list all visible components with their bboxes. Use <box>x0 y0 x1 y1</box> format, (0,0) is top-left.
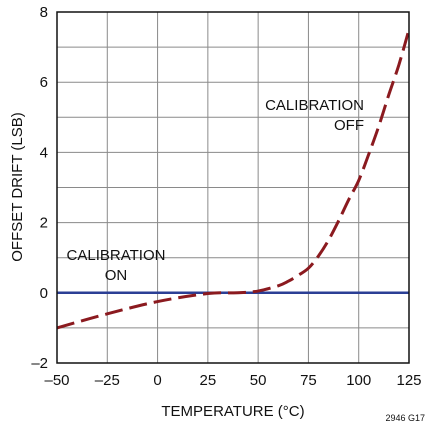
x-tick-label: –50 <box>44 372 69 389</box>
annotation-calibration-off-line1: CALIBRATION <box>265 97 364 114</box>
grid <box>57 12 409 363</box>
series-layer <box>56 29 411 330</box>
x-tick-label: 125 <box>396 372 421 389</box>
annotation-calibration-on-line1: CALIBRATION <box>67 247 166 264</box>
x-tick-label: 100 <box>346 372 371 389</box>
x-tick-label: 25 <box>200 372 217 389</box>
x-tick-label: 0 <box>153 372 161 389</box>
y-tick-label: 4 <box>40 144 48 161</box>
y-axis-label: OFFSET DRIFT (LSB) <box>9 112 26 261</box>
series-line-calibration-off <box>56 29 411 330</box>
x-tick-labels: –50 –25 0 25 50 75 100 125 <box>44 372 421 389</box>
x-tick-label: 75 <box>300 372 317 389</box>
annotation-calibration-on-line2: ON <box>105 267 128 284</box>
plot-frame <box>56 11 410 364</box>
y-tick-label: 2 <box>40 215 48 232</box>
annotation-calibration-off-line2: OFF <box>334 117 364 134</box>
y-tick-label: 0 <box>40 285 48 302</box>
y-tick-label: –2 <box>31 355 48 372</box>
y-tick-label: 6 <box>40 74 48 91</box>
x-tick-label: –25 <box>95 372 120 389</box>
x-axis-label: TEMPERATURE (°C) <box>161 403 304 420</box>
y-tick-label: 8 <box>40 4 48 21</box>
y-tick-labels: –2 0 2 4 6 8 <box>31 4 48 372</box>
x-tick-label: 50 <box>250 372 267 389</box>
figure-id: 2946 G17 <box>385 413 425 423</box>
